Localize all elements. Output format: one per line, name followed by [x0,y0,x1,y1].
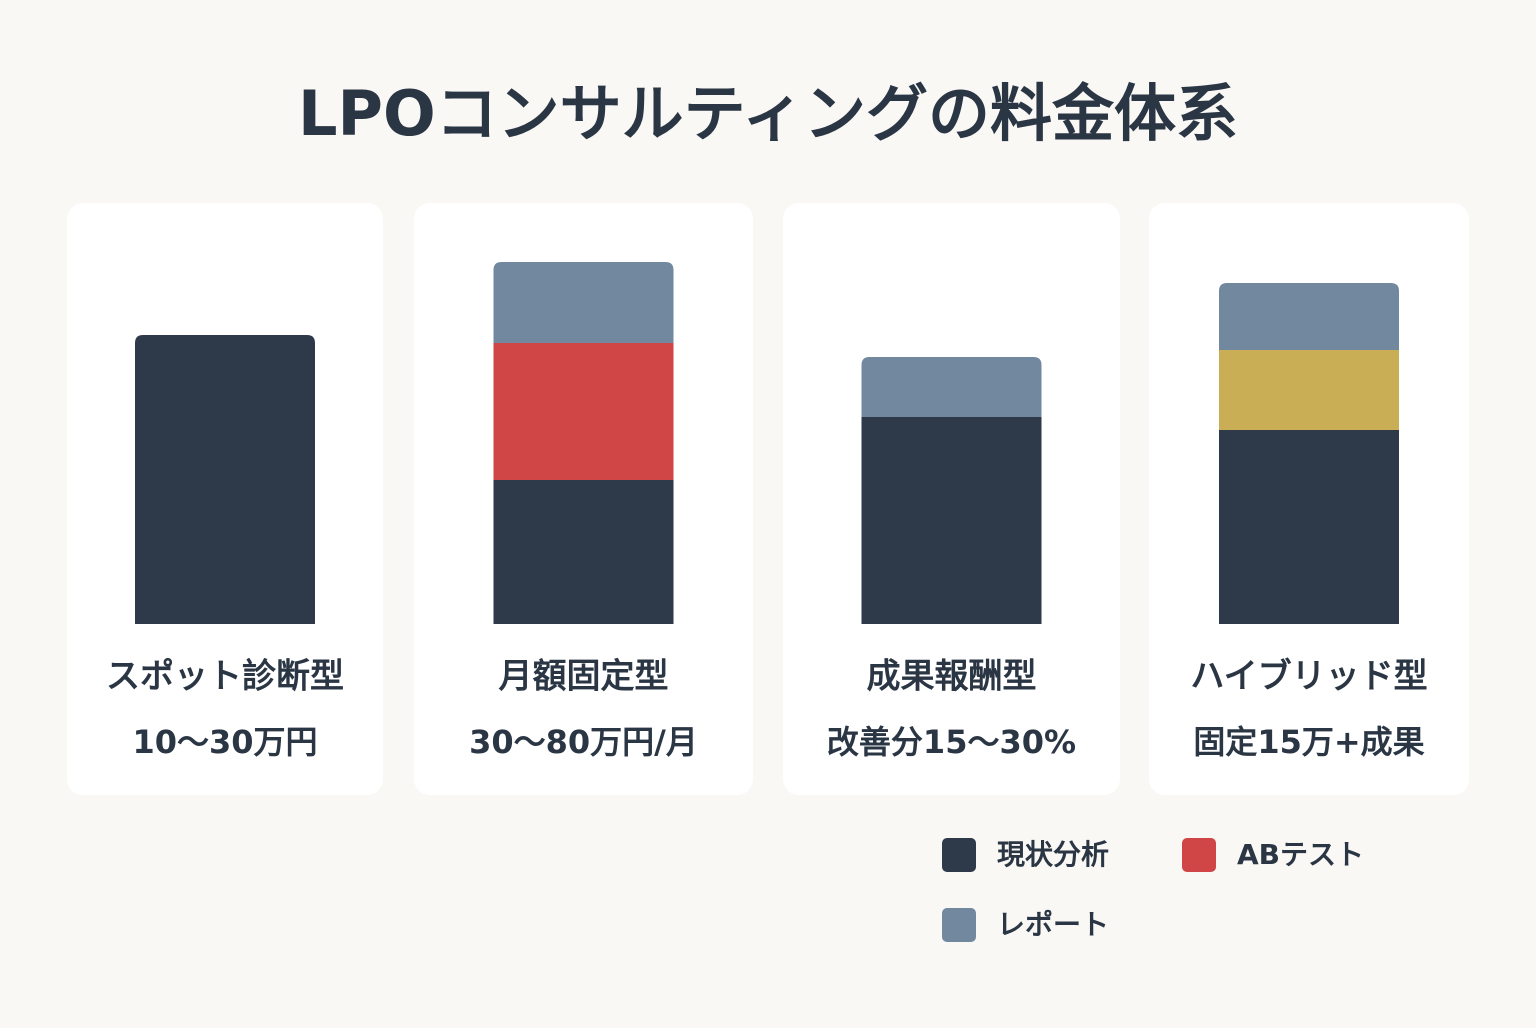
price-label: 改善分15〜30% [827,723,1076,761]
legend-label: 現状分析 [997,838,1109,871]
price-label: 10〜30万円 [132,723,317,761]
bar-segment [861,357,1042,417]
bar-segment [861,417,1042,624]
bar-segment [135,335,315,624]
bar-segment [1219,283,1399,350]
category-label: 月額固定型 [499,657,669,697]
legend-label: レポート [997,908,1109,941]
price-label: 固定15万+成果 [1193,723,1424,761]
bar-segment [493,343,674,480]
category-label: スポット診断型 [106,657,344,697]
legend-label: ABテスト [1237,838,1364,871]
bar-segment [493,480,674,624]
legend-swatch [942,908,976,942]
category-label: ハイブリッド型 [1190,657,1427,697]
price-label: 30〜80万円/月 [469,723,698,761]
bar-segment [1219,350,1399,430]
bar-segment [1219,430,1399,624]
chart-title: LPOコンサルティングの料金体系 [298,77,1238,150]
legend-swatch [1182,838,1216,872]
category-label: 成果報酬型 [867,657,1037,697]
bar-segment [493,262,674,343]
legend-swatch [942,838,976,872]
